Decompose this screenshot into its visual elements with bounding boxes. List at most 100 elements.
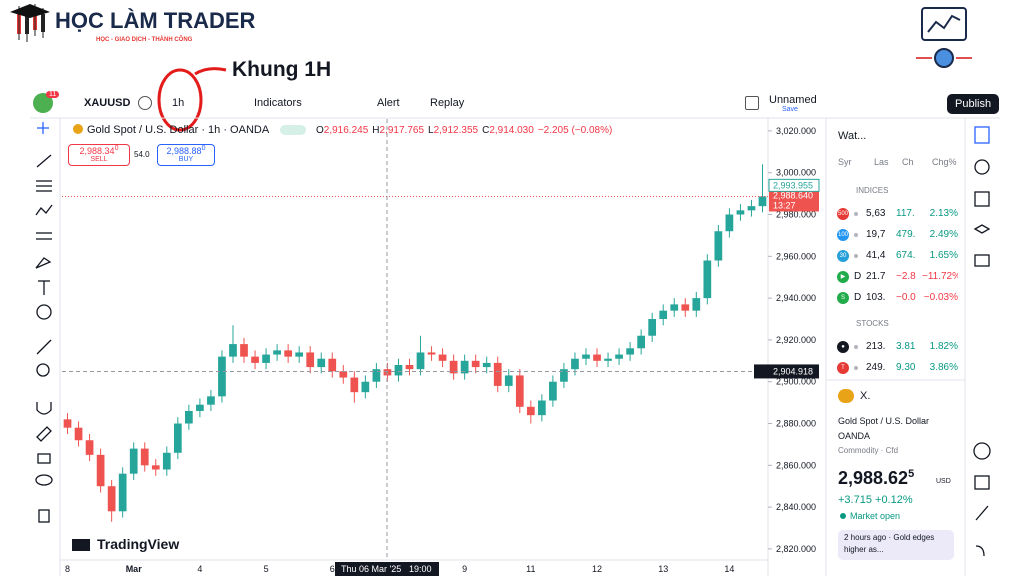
candle-body <box>582 354 590 359</box>
candle-body <box>207 396 215 405</box>
row-last: 19,7 <box>866 229 886 240</box>
panel-change-pct: +0.12% <box>875 494 913 506</box>
y-tick-label: 2,860.000 <box>776 460 816 470</box>
sell-label: SELL <box>90 156 108 163</box>
checkbox[interactable] <box>745 96 759 110</box>
candle-body <box>615 354 623 359</box>
row-icon: 100 <box>837 229 849 241</box>
candle-body <box>184 410 193 424</box>
sell-price: 2,988.340 <box>69 145 129 156</box>
candle-body <box>692 298 701 311</box>
watchlist-title[interactable]: Wat... <box>838 130 867 142</box>
watchlist-column: Las <box>874 157 889 167</box>
candle-body <box>196 404 204 411</box>
row-last: 5,63 <box>866 208 886 219</box>
timeframe-icon <box>916 7 972 68</box>
row-change: −0.0 <box>896 292 916 303</box>
avatar[interactable] <box>33 93 53 113</box>
sell-price-sup: 0 <box>114 145 119 152</box>
row-icon: S <box>837 292 849 304</box>
row-change: 479. <box>896 229 916 240</box>
watchlist-column: Syr <box>838 157 852 167</box>
publish-button[interactable]: Publish <box>947 94 1000 114</box>
compare-button[interactable] <box>138 96 152 110</box>
candle-body <box>140 448 149 466</box>
panel-price-sup: 5 <box>908 468 915 480</box>
candle-body <box>526 406 535 416</box>
brand-tagline: HỌC - GIAO DỊCH - THÀNH CÔNG <box>96 37 193 43</box>
row-change: 9.30 <box>896 362 916 373</box>
candle-body <box>736 210 745 215</box>
section-title: STOCKS <box>856 319 889 328</box>
candle-body <box>549 381 557 401</box>
watermark: TradingView <box>97 536 179 552</box>
high-marker-box <box>768 178 820 192</box>
sidebar-icons[interactable] <box>973 126 991 557</box>
y-tick-label: 2,840.000 <box>776 502 816 512</box>
ohlc-value: 2,916.245 <box>323 125 369 136</box>
symbol-search[interactable]: XAUUSD <box>84 97 131 109</box>
row-dot <box>854 233 858 237</box>
candle-body <box>758 196 767 207</box>
candle-body <box>626 348 634 355</box>
row-icon: 30 <box>837 250 849 262</box>
buy-button[interactable]: 2,988.880 BUY <box>157 144 215 166</box>
brand-title: HỌC LÀM TRADER <box>55 8 256 33</box>
candle-body <box>571 358 579 370</box>
x-tick-label: 8 <box>65 564 70 574</box>
news-item[interactable]: 2 hours ago · Gold edges higher as... <box>838 530 954 560</box>
interval-button[interactable]: 1h <box>172 97 185 109</box>
row-change-pct: 2.13% <box>929 208 958 219</box>
row-last: 213. <box>866 341 886 352</box>
row-dot <box>854 254 858 258</box>
candle-body <box>493 362 502 386</box>
annotation-arrow <box>194 67 227 76</box>
sell-button[interactable]: 2,988.340 SELL <box>68 144 130 166</box>
row-icon: T <box>837 362 849 374</box>
crosshair-time: 19:00 <box>409 564 432 574</box>
status-dot <box>840 513 846 519</box>
panel-name: Gold Spot / U.S. Dollar <box>838 416 930 426</box>
save-label[interactable]: Save <box>782 106 798 113</box>
x-tick-label: 6 <box>330 564 335 574</box>
indicators-button[interactable]: Indicators <box>254 97 302 109</box>
x-tick-label: 13 <box>658 564 668 574</box>
spread: 54.0 <box>134 150 150 159</box>
row-change-pct: −0.03% <box>923 292 958 303</box>
x-tick-label: 5 <box>264 564 269 574</box>
panel-change: +3.715 +0.12% <box>838 494 913 506</box>
row-symbol: D <box>854 271 862 282</box>
panel-price-main: 2,988.62 <box>838 468 909 488</box>
row-change: 117. <box>896 208 915 219</box>
candle-body <box>129 448 138 474</box>
candle-body <box>648 319 657 336</box>
candle-body <box>427 352 436 355</box>
replay-button[interactable]: Replay <box>430 97 465 109</box>
row-symbol: D <box>854 292 862 303</box>
candle-body <box>482 362 491 368</box>
candle-body <box>604 358 612 361</box>
alert-button[interactable]: Alert <box>377 97 400 109</box>
candle-body <box>284 350 293 357</box>
layout-name[interactable]: Unnamed <box>769 94 817 106</box>
ohlc-value: 2,914.030 <box>489 125 534 136</box>
crosshair-price-box <box>754 364 819 379</box>
candle-body <box>637 335 646 349</box>
row-change-pct: −11.72% <box>922 271 958 282</box>
candle-body <box>515 375 524 407</box>
candle-body <box>416 352 425 370</box>
y-tick-label: 3,000.000 <box>776 168 816 178</box>
ohlc-key: O <box>316 125 324 136</box>
watchlist-column: Ch <box>902 157 914 167</box>
candle-body <box>593 354 601 361</box>
last-price-label: 2,988.640 <box>773 190 813 200</box>
drawing-tools[interactable] <box>35 122 53 523</box>
candle-body <box>747 206 756 211</box>
ohlc-legend: O2,916.245 H2,917.765 L2,912.355 C2,914.030… <box>316 125 612 136</box>
x-tick-label: 11 <box>526 564 535 574</box>
y-tick-label: 2,920.000 <box>776 335 816 345</box>
row-dot <box>854 366 858 370</box>
